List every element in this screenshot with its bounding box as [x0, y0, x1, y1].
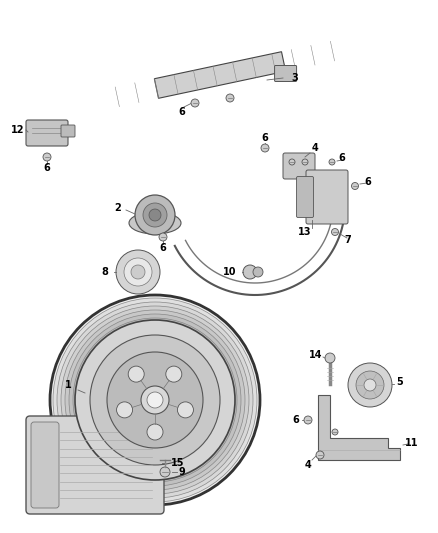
Text: 6: 6: [179, 107, 185, 117]
Circle shape: [43, 153, 51, 161]
Circle shape: [166, 366, 182, 382]
Circle shape: [329, 159, 335, 165]
Text: 10: 10: [223, 267, 237, 277]
Circle shape: [356, 371, 384, 399]
Text: 5: 5: [397, 377, 403, 387]
Circle shape: [289, 159, 295, 165]
Circle shape: [159, 233, 167, 241]
FancyBboxPatch shape: [26, 416, 164, 514]
Circle shape: [69, 314, 241, 486]
Text: 9: 9: [179, 467, 185, 477]
Circle shape: [253, 267, 263, 277]
Circle shape: [364, 379, 376, 391]
Circle shape: [116, 250, 160, 294]
FancyBboxPatch shape: [26, 120, 68, 146]
Text: 6: 6: [293, 415, 300, 425]
Circle shape: [177, 402, 194, 418]
FancyBboxPatch shape: [275, 66, 297, 82]
Circle shape: [107, 352, 203, 448]
Circle shape: [147, 392, 163, 408]
Text: 8: 8: [102, 267, 109, 277]
Text: 11: 11: [405, 438, 419, 448]
Polygon shape: [154, 52, 286, 98]
FancyBboxPatch shape: [61, 125, 75, 137]
Circle shape: [304, 416, 312, 424]
Circle shape: [50, 295, 260, 505]
Circle shape: [332, 229, 339, 236]
Circle shape: [261, 144, 269, 152]
Circle shape: [117, 402, 133, 418]
Text: 6: 6: [364, 177, 371, 187]
Circle shape: [73, 318, 237, 482]
Text: 12: 12: [11, 125, 25, 135]
Text: 13: 13: [298, 227, 312, 237]
FancyBboxPatch shape: [283, 153, 315, 179]
Text: 1: 1: [65, 380, 71, 390]
Circle shape: [65, 310, 245, 490]
Circle shape: [160, 467, 170, 477]
Circle shape: [143, 203, 167, 227]
Circle shape: [141, 386, 169, 414]
Text: 6: 6: [44, 163, 50, 173]
Circle shape: [332, 429, 338, 435]
Circle shape: [325, 353, 335, 363]
Circle shape: [124, 258, 152, 286]
FancyBboxPatch shape: [31, 422, 59, 508]
Text: 4: 4: [304, 460, 311, 470]
Text: 6: 6: [339, 153, 346, 163]
Text: 6: 6: [159, 243, 166, 253]
Text: 14: 14: [309, 350, 323, 360]
Text: 15: 15: [171, 458, 185, 468]
Circle shape: [243, 265, 257, 279]
Circle shape: [131, 265, 145, 279]
Circle shape: [352, 182, 358, 190]
Text: 4: 4: [311, 143, 318, 153]
Circle shape: [53, 298, 257, 502]
FancyBboxPatch shape: [306, 170, 348, 224]
Circle shape: [302, 159, 308, 165]
Circle shape: [135, 195, 175, 235]
Circle shape: [149, 209, 161, 221]
FancyBboxPatch shape: [297, 176, 314, 217]
Text: 3: 3: [292, 73, 298, 83]
Circle shape: [147, 424, 163, 440]
Circle shape: [75, 320, 235, 480]
Circle shape: [226, 94, 234, 102]
Text: 7: 7: [345, 235, 351, 245]
Circle shape: [61, 306, 249, 494]
Circle shape: [191, 99, 199, 107]
Circle shape: [128, 366, 144, 382]
Circle shape: [90, 335, 220, 465]
Circle shape: [316, 451, 324, 459]
Text: 6: 6: [261, 133, 268, 143]
Text: 2: 2: [115, 203, 121, 213]
Ellipse shape: [129, 212, 181, 234]
Polygon shape: [318, 395, 400, 460]
Circle shape: [348, 363, 392, 407]
Circle shape: [57, 302, 253, 498]
